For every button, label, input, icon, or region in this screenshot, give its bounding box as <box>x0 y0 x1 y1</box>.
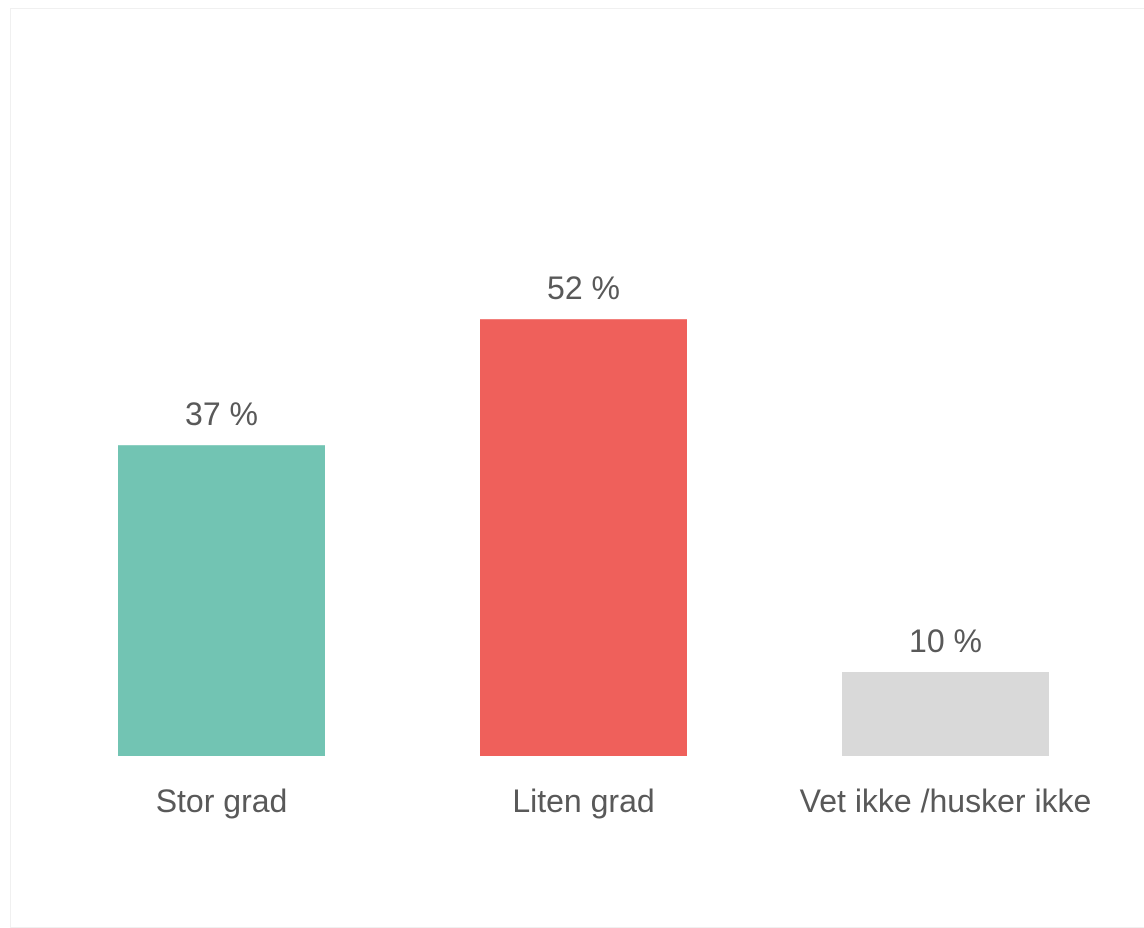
value-label-stor-grad: 37 % <box>185 396 258 432</box>
value-label-vet-ikke-husker-ikke: 10 % <box>909 623 982 659</box>
category-label-liten-grad: Liten grad <box>512 783 654 819</box>
bar-stor-grad <box>118 445 325 756</box>
category-labels-group: Stor grad Liten grad Vet ikke /husker ikke <box>156 783 1092 819</box>
bar-liten-grad <box>480 319 687 756</box>
value-label-liten-grad: 52 % <box>547 270 620 306</box>
bars-group <box>118 319 1049 756</box>
category-label-stor-grad: Stor grad <box>156 783 288 819</box>
category-label-vet-ikke-husker-ikke: Vet ikke /husker ikke <box>800 783 1092 819</box>
bar-vet-ikke-husker-ikke <box>842 672 1049 756</box>
value-labels-group: 37 % 52 % 10 % <box>185 270 982 659</box>
